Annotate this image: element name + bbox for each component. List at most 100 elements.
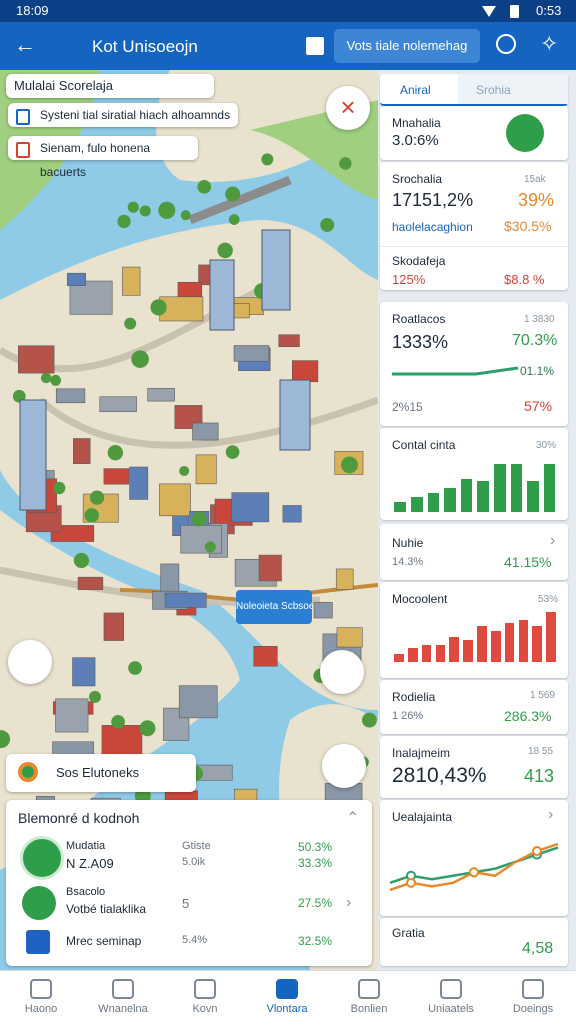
nav-item[interactable]: Uniaatels [410, 971, 492, 1025]
bar [510, 464, 523, 512]
building [291, 360, 319, 383]
building [122, 266, 141, 296]
stat-card[interactable]: Nuhie › 14.3% 41.15% [380, 524, 568, 580]
nav-item[interactable]: Kovn [164, 971, 246, 1025]
nav-item[interactable]: Doeings [492, 971, 574, 1025]
battery-icon [510, 5, 519, 18]
nav-label: Kovn [192, 1003, 218, 1015]
close-button[interactable]: × [326, 86, 370, 130]
bottom-nav: Haono Wnanelna Kovn Vlontara Bonlien Uniaatel… [0, 970, 576, 1025]
map[interactable]: Mulalai Scorelaja Systeni tial siratial … [0, 70, 378, 970]
nav-item[interactable]: Wnanelna [82, 971, 164, 1025]
card-value: 2810,43% [392, 764, 487, 787]
settings-icon[interactable]: ✧ [540, 31, 559, 56]
tree [150, 299, 167, 316]
building [55, 698, 89, 733]
bar [444, 488, 456, 512]
card-title: Nuhie [392, 536, 424, 550]
status-bar: 18:09 0:53 [0, 0, 576, 22]
collapse[interactable]: ⌃ [346, 810, 360, 827]
land [156, 70, 378, 182]
building [278, 334, 300, 348]
stat-card[interactable]: Inalajmeim 18 55 2810,43% 413 [380, 736, 568, 798]
nav-icon [440, 979, 462, 999]
tree [50, 374, 62, 386]
nav-item[interactable]: Haono [0, 971, 82, 1025]
building [336, 627, 363, 648]
nav-item[interactable]: Bonlien [328, 971, 410, 1025]
bar [463, 639, 473, 662]
map-button[interactable] [8, 640, 52, 684]
divider [380, 246, 568, 247]
building [55, 388, 86, 404]
stat-card[interactable]: Gratia 4,58 [380, 918, 568, 966]
card-sub: 1 26% [392, 710, 424, 722]
stat-card[interactable]: Roatlacos 1 3830 1333% 70.3% 01.1% 2%15 … [380, 302, 568, 426]
tab[interactable]: Srohia [476, 83, 511, 97]
building [231, 492, 270, 523]
nav-icon [522, 979, 544, 999]
map-button[interactable] [320, 650, 364, 694]
building [101, 725, 143, 759]
card-sub-value: $30.5% [504, 218, 552, 234]
edit-icon[interactable] [306, 37, 324, 55]
tower [261, 229, 291, 311]
clock: 18:09 [16, 3, 49, 18]
chart-card[interactable]: Uealajainta › [380, 800, 568, 916]
building [258, 554, 282, 582]
tree [107, 445, 124, 461]
building [159, 296, 204, 322]
legend-item[interactable]: Sienam, fulo honena bacuerts [8, 136, 198, 179]
legend-item[interactable]: Systeni tial siratial hiach alhoamnds [8, 103, 238, 127]
card-badge: 1 569 [530, 690, 556, 701]
bar [527, 481, 539, 512]
building [17, 345, 55, 374]
action-button[interactable]: Vots tiale nolemehag [334, 29, 480, 63]
building [69, 280, 113, 315]
card-title: Srochalia [392, 172, 443, 186]
tree [228, 214, 240, 225]
nav-item[interactable]: Vlontara [246, 971, 328, 1025]
place-label[interactable]: Noleoieta Scbsoese [236, 590, 312, 624]
building [50, 525, 95, 542]
tab-active[interactable]: Aniral [400, 83, 431, 97]
map-canvas [0, 70, 378, 970]
tree [88, 690, 102, 703]
tree [12, 389, 26, 403]
locate-icon[interactable] [496, 34, 516, 54]
tree [131, 350, 149, 368]
building [192, 422, 219, 441]
stat-card[interactable]: Mnahalia 3.0:6% [380, 106, 568, 160]
tree [0, 730, 11, 749]
chart-card[interactable]: Mocoolent 53% [380, 582, 568, 678]
building [103, 468, 130, 485]
card-title: Mocoolent [392, 592, 448, 606]
card-badge: 15ak [524, 174, 546, 185]
building [73, 438, 91, 465]
card-title: Rodielia [392, 690, 436, 704]
nav-label: Vlontara [266, 1003, 308, 1015]
card-sub: 14.3% [392, 556, 424, 568]
tree [341, 456, 358, 474]
row-chevron[interactable]: › [346, 894, 352, 911]
stat-card[interactable]: Rodielia 1 569 1 26% 286.3% [380, 680, 568, 734]
chart-card[interactable]: Contal cinta 30% [380, 428, 568, 520]
tree [225, 445, 240, 459]
card-title: Skodafeja [392, 254, 446, 268]
building [335, 568, 354, 590]
bar-chart [392, 612, 558, 662]
stat-card[interactable]: Srochalia 15ak 17151,2% 39% haolelacaghi… [380, 162, 568, 290]
map-button[interactable] [322, 744, 366, 788]
tree [339, 157, 352, 170]
row-icon [22, 886, 56, 920]
building [178, 685, 218, 719]
bar [435, 645, 446, 662]
nav-label: Doeings [512, 1003, 554, 1015]
nav-icon [30, 979, 52, 999]
bar [532, 625, 543, 662]
bar [504, 623, 515, 662]
card-title: Contal cinta [392, 438, 456, 452]
bar [411, 496, 423, 512]
back-button[interactable]: ← [14, 32, 36, 57]
